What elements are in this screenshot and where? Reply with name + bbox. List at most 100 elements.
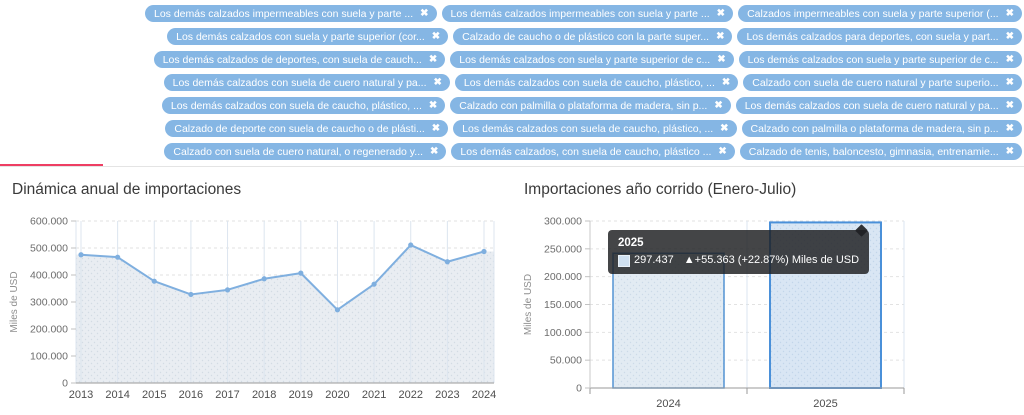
remove-filter-icon[interactable]: ✖ (428, 99, 438, 111)
chart-tooltip: 2025 297.437 ▲+55.363 (+22.87%) Miles de… (608, 224, 870, 275)
filter-chip-label: Los demás calzados con suela y parte sup… (459, 53, 711, 66)
filter-chip-label: Los demás calzados de deportes, con suel… (162, 53, 422, 66)
line-point-2019[interactable] (298, 270, 304, 276)
remove-filter-icon[interactable]: ✖ (431, 122, 441, 134)
remove-filter-icon[interactable]: ✖ (431, 30, 441, 42)
svg-text:300.000: 300.000 (544, 216, 582, 228)
line-point-2023[interactable] (444, 259, 450, 265)
tooltip-row: 297.437 ▲+55.363 (+22.87%) Miles de USD (618, 253, 859, 268)
svg-text:2018: 2018 (252, 389, 276, 401)
remove-filter-icon[interactable]: ✖ (430, 145, 439, 157)
filter-chip[interactable]: Calzado de caucho o de plástico con la p… (453, 28, 733, 45)
filter-chip[interactable]: Los demás calzados con suela de caucho, … (454, 74, 739, 91)
filter-chip[interactable]: Calzado de tenis, baloncesto, gimnasia, … (739, 143, 1022, 160)
filter-chip-row: Los demás calzados impermeables con suel… (0, 2, 1024, 25)
line-point-2017[interactable] (224, 287, 231, 293)
remove-filter-icon[interactable]: ✖ (1005, 53, 1014, 65)
filter-chip-label: Los demás calzados impermeables con suel… (450, 7, 710, 20)
remove-filter-icon[interactable]: ✖ (1005, 122, 1014, 134)
line-point-2024[interactable] (481, 248, 487, 255)
remove-filter-icon[interactable]: ✖ (433, 76, 442, 88)
filter-chip[interactable]: Los demás calzados con suela y parte sup… (167, 28, 449, 45)
remove-filter-icon[interactable]: ✖ (1005, 145, 1014, 157)
filter-chip[interactable]: Los demás calzados para deportes, con su… (737, 28, 1022, 45)
svg-text:2021: 2021 (362, 389, 386, 401)
annual-imports-card: 0 100.000 200.000 300.000 400.000 500.000 600.… (0, 176, 512, 415)
remove-filter-icon[interactable]: ✖ (721, 76, 731, 88)
remove-filter-icon[interactable]: ✖ (1005, 30, 1014, 42)
svg-text:200.000: 200.000 (30, 324, 68, 336)
annual-imports-line-chart: 0 100.000 200.000 300.000 400.000 500.000 600.… (9, 216, 496, 402)
svg-text:2020: 2020 (325, 389, 349, 401)
filter-chip-label: Los demás calzados con suela de cuero na… (172, 76, 427, 89)
filter-chip-label: Los demás calzados impermeables con suel… (154, 7, 414, 20)
filter-chip[interactable]: Los demás calzados con suela de caucho, … (161, 97, 446, 114)
remove-filter-icon[interactable]: ✖ (716, 30, 725, 42)
line-point-2018[interactable] (261, 276, 267, 282)
remove-filter-icon[interactable]: ✖ (720, 122, 729, 134)
filter-chip[interactable]: Los demás calzados, con suela de caucho,… (451, 143, 735, 160)
filter-chip[interactable]: Los demás calzados con suela de cuero na… (735, 97, 1022, 114)
filter-chip[interactable]: Los demás calzados con suela de caucho, … (453, 120, 737, 137)
line-point-2015[interactable] (151, 278, 157, 284)
line-point-2014[interactable] (115, 254, 121, 260)
svg-text:2022: 2022 (398, 389, 422, 401)
x-axis-ticks (589, 388, 905, 394)
ytd-imports-bar-chart: 0 50.000 100.000 150.000 200.000 250.000 300.0… (523, 216, 905, 410)
filter-chip[interactable]: Los demás calzados impermeables con suel… (441, 5, 734, 22)
svg-text:2015: 2015 (142, 389, 166, 401)
filter-chip[interactable]: Calzado con palmilla o plataforma de mad… (741, 120, 1022, 137)
right-chart-title: Importaciones año corrido (Enero-Julio) (524, 181, 797, 198)
filter-chip[interactable]: Los demás calzados impermeables con suel… (145, 5, 437, 22)
remove-filter-icon[interactable]: ✖ (428, 53, 438, 65)
filter-chip-label: Calzado con suela de cuero natural y par… (752, 76, 999, 89)
svg-text:250.000: 250.000 (544, 243, 582, 255)
filter-chip-label: Calzado de caucho o de plástico con la p… (462, 30, 710, 43)
y-axis-title: Miles de USD (523, 274, 534, 335)
filter-chip[interactable]: Calzado con suela de cuero natural y par… (743, 74, 1022, 91)
line-point-2020[interactable] (334, 307, 341, 313)
filter-chip[interactable]: Calzados impermeables con suela y parte … (738, 5, 1022, 22)
filter-chip-label: Los demás calzados con suela y parte sup… (747, 53, 999, 66)
series-swatch-icon (618, 254, 630, 267)
filter-chip-label: Los demás calzados con suela de cuero na… (744, 99, 999, 112)
line-point-2021[interactable] (371, 281, 377, 287)
x-axis-labels: 2024 2025 (656, 398, 837, 410)
filter-chip-label: Los demás calzados con suela de caucho, … (170, 99, 422, 112)
filter-chip-row: Calzado de deporte con suela de caucho o… (0, 117, 1024, 140)
filter-chip-label: Calzado con suela de cuero natural, o re… (173, 145, 424, 158)
svg-text:0: 0 (576, 383, 582, 395)
filter-chip-row: Calzado con suela de cuero natural, o re… (0, 140, 1024, 163)
line-point-2016[interactable] (188, 291, 194, 298)
remove-filter-icon[interactable]: ✖ (716, 7, 726, 19)
filter-chip-label: Calzado con palmilla o plataforma de mad… (459, 99, 708, 112)
filter-chip[interactable]: Los demás calzados con suela y parte sup… (450, 51, 734, 68)
remove-filter-icon[interactable]: ✖ (717, 53, 726, 65)
tooltip-value: 297.437 (634, 254, 674, 267)
filter-chip-label: Los demás calzados para deportes, con su… (746, 30, 999, 43)
filter-chip[interactable]: Calzado con suela de cuero natural, o re… (164, 143, 447, 160)
filter-chip[interactable]: Calzado con palmilla o plataforma de mad… (450, 97, 731, 114)
svg-text:300.000: 300.000 (30, 297, 68, 309)
filter-chip[interactable]: Los demás calzados con suela y parte sup… (738, 51, 1022, 68)
svg-text:2019: 2019 (289, 389, 313, 401)
filter-chip[interactable]: Los demás calzados con suela de cuero na… (163, 74, 450, 91)
bar-2024[interactable] (612, 252, 725, 389)
line-point-2013[interactable] (78, 252, 84, 258)
filter-chip-row: Los demás calzados con suela de caucho, … (0, 94, 1024, 117)
filter-chip[interactable]: Los demás calzados de deportes, con suel… (153, 51, 446, 68)
svg-text:2013: 2013 (69, 389, 93, 401)
filter-chip[interactable]: Calzado de deporte con suela de caucho o… (165, 120, 449, 137)
vertical-gridlines (75, 221, 495, 383)
remove-filter-icon[interactable]: ✖ (420, 7, 429, 19)
data-points (78, 242, 487, 313)
filter-chip-label: Los demás calzados con suela de caucho, … (463, 76, 715, 89)
remove-filter-icon[interactable]: ✖ (1005, 99, 1014, 111)
svg-text:0: 0 (62, 378, 68, 390)
remove-filter-icon[interactable]: ✖ (1005, 76, 1014, 88)
remove-filter-icon[interactable]: ✖ (718, 145, 727, 157)
remove-filter-icon[interactable]: ✖ (714, 99, 723, 111)
line-point-2022[interactable] (408, 242, 414, 248)
remove-filter-icon[interactable]: ✖ (1005, 7, 1014, 19)
